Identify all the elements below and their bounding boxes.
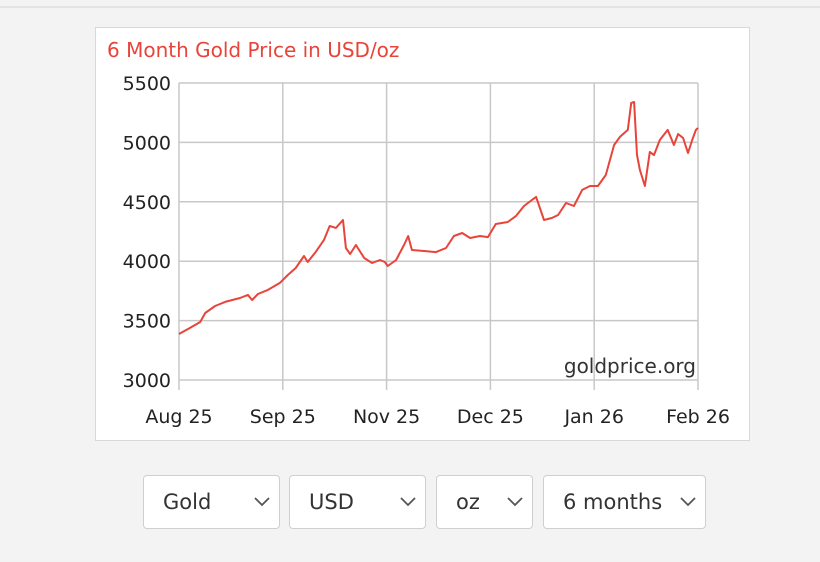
x-tick-label: Feb 26: [666, 406, 730, 428]
y-tick-label: 4000: [123, 251, 171, 273]
x-tick-label: Nov 25: [353, 406, 420, 428]
price-line: [178, 101, 699, 335]
chevron: [507, 497, 523, 507]
chevron: [680, 497, 696, 507]
y-tick-label: 5000: [123, 132, 171, 154]
period-select[interactable]: 6 months: [543, 475, 706, 529]
x-tick-label: Sep 25: [250, 406, 316, 428]
metal-select[interactable]: Gold: [143, 475, 280, 529]
x-tick-label: Jan 26: [563, 406, 624, 428]
chart-title: 6 Month Gold Price in USD/oz: [107, 38, 399, 62]
x-tick-label: Aug 25: [145, 406, 212, 428]
y-tick-label: 3000: [123, 370, 171, 392]
select-value: USD: [309, 490, 354, 514]
chart: 6 Month Gold Price in USD/oz 3000 3500 400…: [107, 38, 730, 428]
select-value: oz: [456, 490, 480, 514]
select-value: Gold: [163, 490, 212, 514]
currency-select[interactable]: USD: [289, 475, 426, 529]
y-tick-label: 3500: [123, 311, 171, 333]
divider: [0, 6, 820, 8]
unit-select[interactable]: oz: [436, 475, 533, 529]
watermark: goldprice.org: [564, 354, 696, 378]
chevron: [400, 497, 416, 507]
select-value: 6 months: [563, 490, 663, 514]
chart-panel: [95, 27, 750, 441]
chevron: [254, 497, 270, 507]
x-tick-label: Dec 25: [457, 406, 524, 428]
y-tick-label: 4500: [123, 192, 171, 214]
y-tick-label: 5500: [123, 73, 171, 95]
